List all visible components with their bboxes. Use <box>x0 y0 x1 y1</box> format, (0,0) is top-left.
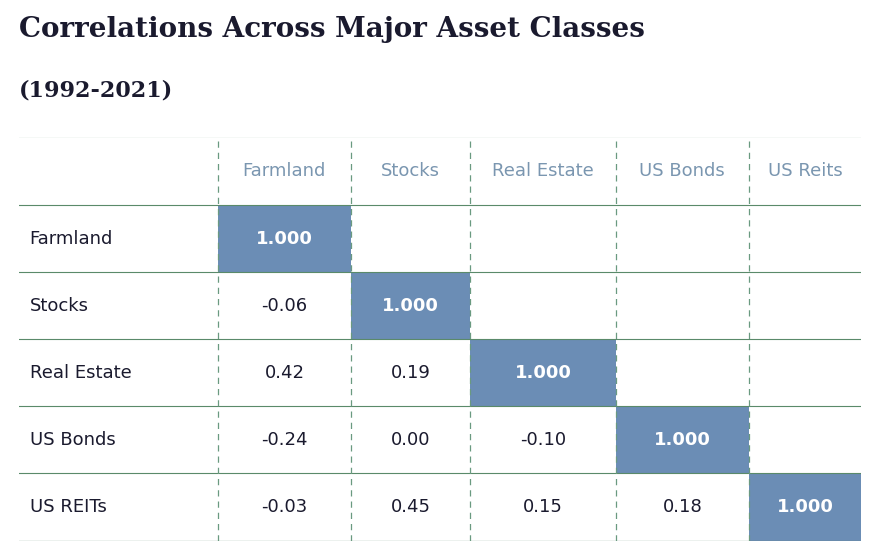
Bar <box>615 406 747 473</box>
Text: Correlations Across Major Asset Classes: Correlations Across Major Asset Classes <box>19 16 644 43</box>
Text: US Bonds: US Bonds <box>639 162 724 180</box>
Text: 0.42: 0.42 <box>264 364 304 382</box>
Text: Stocks: Stocks <box>381 162 440 180</box>
Text: Farmland: Farmland <box>30 230 113 248</box>
Bar <box>350 272 469 340</box>
Text: Farmland: Farmland <box>242 162 326 180</box>
Text: Stocks: Stocks <box>30 297 89 315</box>
Text: Real Estate: Real Estate <box>492 162 594 180</box>
Text: -0.03: -0.03 <box>261 498 307 516</box>
Text: -0.10: -0.10 <box>520 431 566 449</box>
Text: 1.000: 1.000 <box>381 297 438 315</box>
Text: -0.06: -0.06 <box>261 297 307 315</box>
Text: US Reits: US Reits <box>766 162 841 180</box>
Text: 0.45: 0.45 <box>390 498 430 516</box>
Text: -0.24: -0.24 <box>261 431 308 449</box>
Text: US REITs: US REITs <box>30 498 107 516</box>
Text: 0.19: 0.19 <box>390 364 430 382</box>
Bar <box>469 340 615 406</box>
Bar <box>747 473 860 541</box>
Bar <box>218 205 350 272</box>
Text: 0.00: 0.00 <box>390 431 429 449</box>
Text: Real Estate: Real Estate <box>30 364 131 382</box>
Text: 1.000: 1.000 <box>514 364 571 382</box>
Text: 1.000: 1.000 <box>776 498 833 516</box>
Text: 1.000: 1.000 <box>653 431 710 449</box>
Text: 1.000: 1.000 <box>255 230 313 248</box>
Text: 0.18: 0.18 <box>661 498 701 516</box>
Text: (1992-2021): (1992-2021) <box>19 79 173 101</box>
Text: US Bonds: US Bonds <box>30 431 116 449</box>
Text: 0.15: 0.15 <box>522 498 562 516</box>
